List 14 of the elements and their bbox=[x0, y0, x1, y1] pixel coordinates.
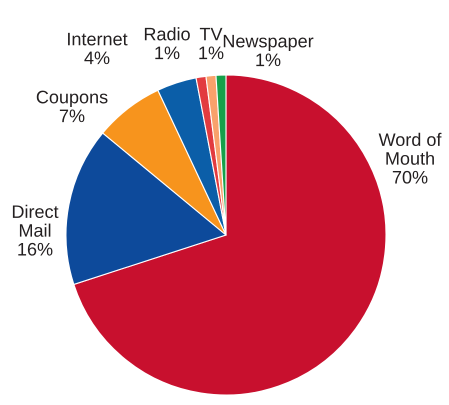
data-label: 1% bbox=[199, 46, 224, 60]
slice-label: Coupons bbox=[36, 90, 108, 108]
data-label: 1% bbox=[256, 54, 280, 66]
slice-label: Word of Mouth bbox=[378, 132, 442, 165]
slice-label: Radio bbox=[144, 27, 190, 40]
data-label: 1% bbox=[155, 46, 180, 60]
data-label: 4% bbox=[84, 52, 110, 64]
data-label: 16% bbox=[18, 242, 52, 256]
slice-label: Internet bbox=[68, 32, 128, 46]
slice-label: TV bbox=[200, 28, 222, 40]
data-label: 7% bbox=[60, 110, 84, 122]
slice-label: Newspaper bbox=[224, 34, 314, 52]
data-label: 70% bbox=[392, 170, 428, 184]
slice-label: Direct Mail bbox=[12, 204, 58, 237]
